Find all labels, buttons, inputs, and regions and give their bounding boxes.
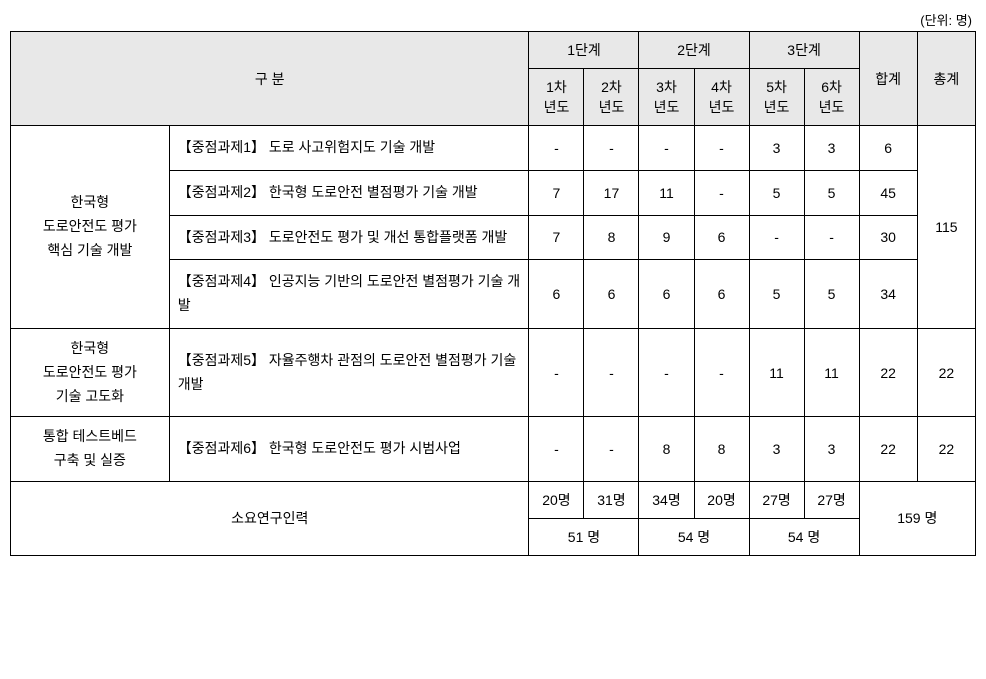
header-y3: 3차 년도: [639, 69, 694, 126]
cell: -: [749, 215, 804, 260]
cell: 8: [694, 417, 749, 482]
cell: -: [529, 126, 584, 171]
cell: -: [584, 126, 639, 171]
total-cat1: 115: [917, 126, 975, 329]
cell: 8: [639, 417, 694, 482]
header-category: 구 분: [11, 32, 529, 126]
cell: -: [639, 126, 694, 171]
footer-s1: 51 명: [529, 518, 639, 555]
cell: 22: [859, 328, 917, 416]
footer-row-years: 소요연구인력 20명 31명 34명 20명 27명 27명 159 명: [11, 481, 976, 518]
table-row: 한국형 도로안전도 평가 기술 고도화 【중점과제5】 자율주행차 관점의 도로…: [11, 328, 976, 416]
task-6: 【중점과제6】 한국형 도로안전도 평가 시범사업: [169, 417, 529, 482]
category-1: 한국형 도로안전도 평가 핵심 기술 개발: [11, 126, 170, 329]
header-stage3: 3단계: [749, 32, 859, 69]
cell: 6: [694, 215, 749, 260]
task-2: 【중점과제2】 한국형 도로안전 별점평가 기술 개발: [169, 170, 529, 215]
footer-y3: 34명: [639, 481, 694, 518]
cell: 5: [804, 170, 859, 215]
footer-s3: 54 명: [749, 518, 859, 555]
header-y1: 1차 년도: [529, 69, 584, 126]
header-stage1: 1단계: [529, 32, 639, 69]
cell: -: [529, 328, 584, 416]
total-cat2: 22: [917, 328, 975, 416]
cell: 6: [694, 260, 749, 329]
header-y4: 4차 년도: [694, 69, 749, 126]
cell: -: [694, 170, 749, 215]
cell: 11: [639, 170, 694, 215]
cell: 6: [639, 260, 694, 329]
cell: 3: [749, 417, 804, 482]
footer-y4: 20명: [694, 481, 749, 518]
cell: 34: [859, 260, 917, 329]
cell: -: [804, 215, 859, 260]
cell: 3: [804, 417, 859, 482]
footer-y1: 20명: [529, 481, 584, 518]
task-3: 【중점과제3】 도로안전도 평가 및 개선 통합플랫폼 개발: [169, 215, 529, 260]
task-5: 【중점과제5】 자율주행차 관점의 도로안전 별점평가 기술 개발: [169, 328, 529, 416]
category-3: 통합 테스트베드 구축 및 실증: [11, 417, 170, 482]
unit-label: (단위: 명): [10, 10, 976, 29]
cell: -: [529, 417, 584, 482]
cell: 5: [749, 260, 804, 329]
cell: 6: [859, 126, 917, 171]
table-row: 통합 테스트베드 구축 및 실증 【중점과제6】 한국형 도로안전도 평가 시범…: [11, 417, 976, 482]
header-y6: 6차 년도: [804, 69, 859, 126]
cell: 11: [749, 328, 804, 416]
cell: 7: [529, 170, 584, 215]
header-y2: 2차 년도: [584, 69, 639, 126]
cell: 8: [584, 215, 639, 260]
cell: 3: [749, 126, 804, 171]
footer-s2: 54 명: [639, 518, 749, 555]
footer-y5: 27명: [749, 481, 804, 518]
footer-y2: 31명: [584, 481, 639, 518]
header-y5: 5차 년도: [749, 69, 804, 126]
total-cat3: 22: [917, 417, 975, 482]
task-1: 【중점과제1】 도로 사고위험지도 기술 개발: [169, 126, 529, 171]
footer-y6: 27명: [804, 481, 859, 518]
cell: 11: [804, 328, 859, 416]
cell: 5: [749, 170, 804, 215]
cell: 6: [584, 260, 639, 329]
footer-grand: 159 명: [859, 481, 975, 555]
data-table: 구 분 1단계 2단계 3단계 합계 총계 1차 년도 2차 년도 3차 년도 …: [10, 31, 976, 556]
category-2: 한국형 도로안전도 평가 기술 고도화: [11, 328, 170, 416]
footer-label: 소요연구인력: [11, 481, 529, 555]
cell: 3: [804, 126, 859, 171]
cell: 7: [529, 215, 584, 260]
cell: 6: [529, 260, 584, 329]
header-total: 총계: [917, 32, 975, 126]
cell: 17: [584, 170, 639, 215]
header-stage2: 2단계: [639, 32, 749, 69]
cell: -: [584, 328, 639, 416]
cell: -: [639, 328, 694, 416]
cell: -: [694, 328, 749, 416]
cell: 5: [804, 260, 859, 329]
task-4: 【중점과제4】 인공지능 기반의 도로안전 별점평가 기술 개발: [169, 260, 529, 329]
table-row: 한국형 도로안전도 평가 핵심 기술 개발 【중점과제1】 도로 사고위험지도 …: [11, 126, 976, 171]
cell: -: [584, 417, 639, 482]
cell: 30: [859, 215, 917, 260]
cell: 9: [639, 215, 694, 260]
header-sum: 합계: [859, 32, 917, 126]
cell: -: [694, 126, 749, 171]
cell: 22: [859, 417, 917, 482]
cell: 45: [859, 170, 917, 215]
